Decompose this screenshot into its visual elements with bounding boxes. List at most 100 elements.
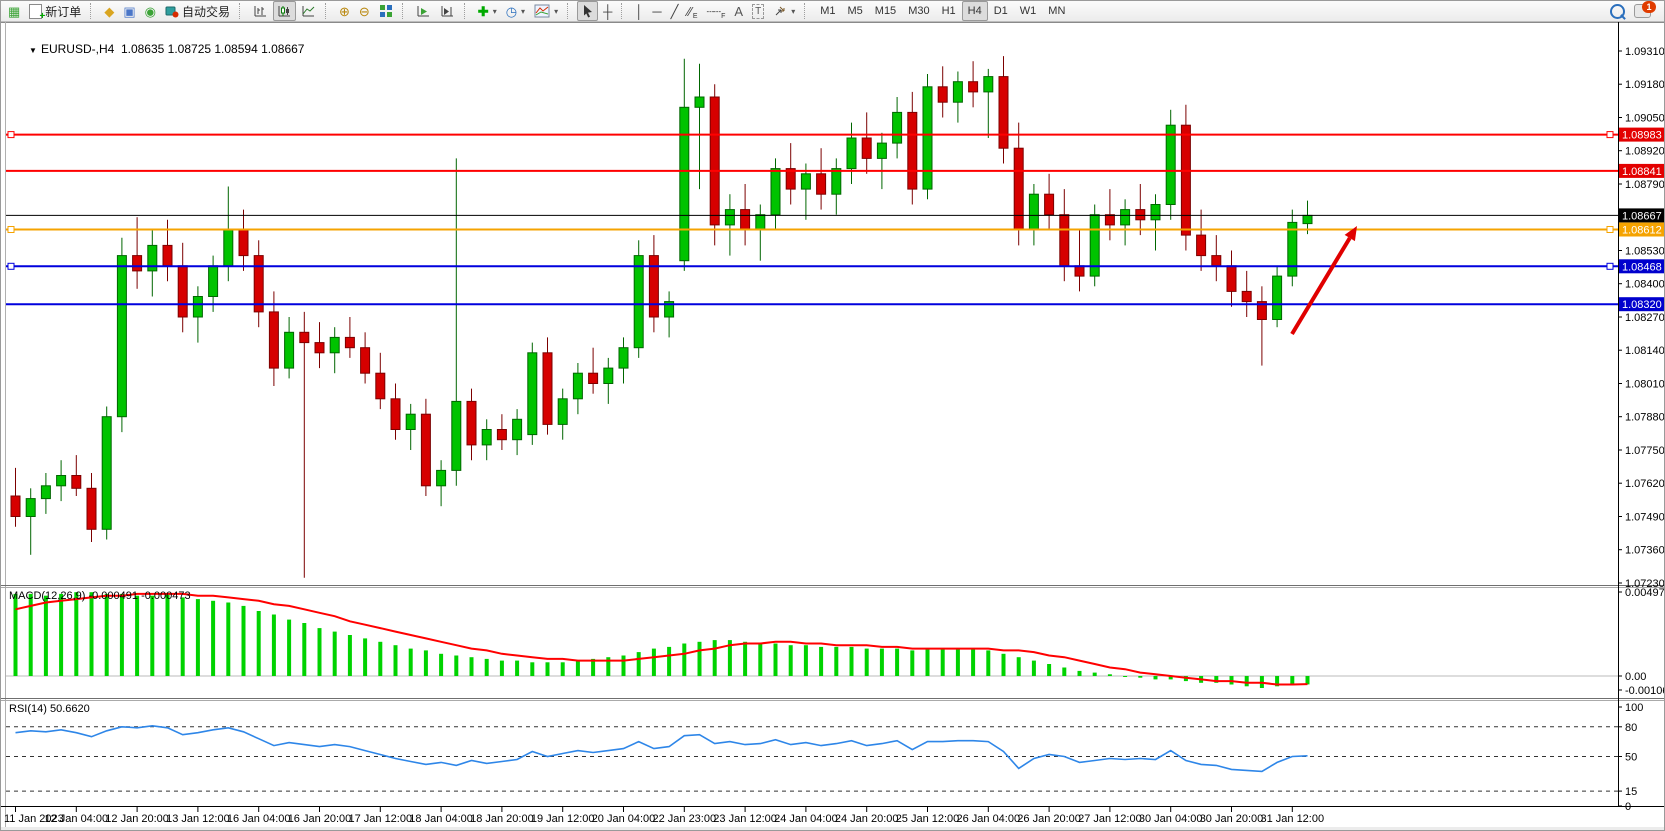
arrow-annotation[interactable]	[1290, 226, 1357, 336]
trendline-icon: ╱	[670, 3, 679, 19]
time-tick-label: 12 Jan 20:00	[105, 813, 169, 825]
hline-handle[interactable]	[1606, 131, 1614, 139]
templates-button[interactable]: ▾	[530, 1, 562, 21]
time-tick-label: 30 Jan 20:00	[1200, 813, 1264, 825]
vertical-line-tool-button[interactable]: │	[631, 1, 647, 21]
text-tool-button[interactable]: A	[730, 1, 747, 21]
toolbar-separator	[238, 3, 245, 19]
time-tick-label: 18 Jan 20:00	[470, 813, 534, 825]
price-badge	[1619, 208, 1664, 223]
tile-windows-button[interactable]	[375, 1, 397, 21]
signals-button[interactable]: ◉	[141, 1, 160, 21]
bar-chart-icon	[254, 6, 266, 17]
zoom-out-icon: ⊖	[358, 3, 370, 19]
macd-indicator-label: MACD(12,26,9) -0.000491 -0.000473	[9, 590, 191, 602]
tile-windows-icon	[379, 5, 392, 17]
dropdown-arrow-icon: ▾	[554, 6, 559, 16]
main-toolbar: ▦ 新订单 ◆ ▣ ◉ 自动交易 ⊕ ⊖ ✚▾ ◷▾ ▾ ┼ │ ─ ╱	[1, 1, 1664, 22]
periods-button[interactable]: ◷ ▾	[502, 1, 529, 21]
crosshair-tool-button[interactable]: ┼	[599, 1, 616, 21]
hline-handle[interactable]	[7, 262, 15, 270]
fibonacci-tool-button[interactable]: ┄┄ F	[702, 1, 729, 21]
arrows-tool-button[interactable]: ▾	[769, 1, 799, 21]
rsi-tick-label: 100	[1625, 702, 1643, 714]
macd-signal-line	[15, 592, 1308, 686]
navigator-button[interactable]: ▣	[119, 1, 139, 21]
line-chart-button[interactable]	[297, 1, 320, 21]
hline-handle[interactable]	[7, 131, 15, 139]
horizontal-line-tool-button[interactable]: ─	[648, 1, 665, 21]
zoom-in-icon: ⊕	[338, 3, 350, 19]
trendline-tool-button[interactable]: ╱	[667, 1, 683, 21]
zoom-out-button[interactable]: ⊖	[355, 1, 374, 21]
cursor-tool-button[interactable]	[577, 1, 599, 21]
toolbar-separator	[401, 3, 408, 19]
horizontal-lines[interactable]	[6, 131, 1618, 306]
new-order-button[interactable]: 新订单	[25, 1, 85, 22]
time-tick-label: 30 Jan 04:00	[1139, 813, 1203, 825]
chart-area[interactable]: 1.09310 1.09180 1.09050 1.08920 1.08790 1.086…	[1, 22, 1665, 831]
price-tick-label: 1.08790	[1625, 179, 1665, 191]
notifications-button[interactable]: 1	[1630, 1, 1656, 21]
timeframe-D1[interactable]: D1	[993, 5, 1008, 17]
chart-shift-icon	[441, 6, 453, 17]
price-badge-label: 1.08667	[1622, 210, 1662, 222]
text-label-tool-button[interactable]: T	[748, 1, 768, 21]
quotes-icon: ◆	[104, 3, 115, 19]
candlestick-chart-button[interactable]	[272, 1, 296, 21]
vertical-line-icon: │	[635, 3, 644, 19]
channel-icon: ⁄⁄	[687, 3, 692, 19]
zoom-in-button[interactable]: ⊕	[335, 1, 354, 21]
line-chart-icon	[302, 6, 315, 17]
autotrade-button[interactable]: 自动交易	[161, 1, 234, 21]
timeframe-H1[interactable]: H1	[941, 5, 956, 17]
hline-handle[interactable]	[1606, 262, 1614, 270]
price-badge-label: 1.08468	[1622, 261, 1662, 273]
text-icon: A	[734, 3, 744, 19]
channel-tool-button[interactable]: ⁄⁄ E	[683, 1, 701, 21]
indicators-button[interactable]: ✚ ▾	[474, 1, 501, 21]
rsi-tick-label: 0	[1625, 801, 1631, 813]
timeframe-M30[interactable]: M30	[908, 5, 930, 17]
price-tick-label: 1.07230	[1625, 578, 1665, 590]
chart-canvas[interactable]: 1.09310 1.09180 1.09050 1.08920 1.08790 1.086…	[1, 22, 1665, 831]
time-tick-label: 24 Jan 04:00	[774, 813, 838, 825]
rsi-tick-label: 15	[1625, 786, 1637, 798]
time-tick-label: 11 Jan 2023	[4, 813, 64, 825]
crosshair-icon: ┼	[603, 3, 613, 19]
chart-shift-button[interactable]	[436, 1, 459, 21]
horizontal-line-icon: ─	[652, 3, 662, 19]
notification-badge: 1	[1642, 1, 1656, 13]
timeframe-MN[interactable]: MN	[1048, 5, 1066, 17]
chart-collapse-icon[interactable]: ▼	[29, 46, 37, 55]
search-button[interactable]	[1606, 1, 1629, 21]
timeframe-W1[interactable]: W1	[1019, 5, 1037, 17]
price-badge	[1619, 297, 1664, 312]
chart-ohlc-values: 1.08635 1.08725 1.08594 1.08667	[120, 42, 305, 56]
new-chart-icon: ▦	[8, 3, 21, 19]
rsi-indicator-label: RSI(14) 50.6620	[9, 703, 90, 715]
bar-chart-button[interactable]	[249, 1, 272, 21]
market-watch-button[interactable]: ◆	[100, 1, 118, 21]
auto-scroll-button[interactable]	[412, 1, 435, 21]
macd-axis[interactable]: 0.004972 0.00 -0.001063	[1618, 587, 1665, 697]
pane-separators[interactable]	[1, 22, 1665, 831]
toolbar-separator	[90, 3, 96, 19]
price-badge-label: 1.08612	[1622, 225, 1662, 237]
price-axis[interactable]: 1.09310 1.09180 1.09050 1.08920 1.08790 1.086…	[1618, 22, 1665, 806]
hline-handle[interactable]	[7, 226, 15, 233]
timeframe-M5[interactable]: M5	[847, 5, 863, 17]
price-tick-label: 1.08400	[1625, 279, 1665, 291]
hline-handle[interactable]	[1606, 226, 1614, 233]
arrow-objects-icon	[775, 6, 785, 16]
add-indicator-icon: ✚	[477, 3, 489, 19]
rsi-tick-label: 50	[1625, 752, 1637, 764]
new-chart-button[interactable]: ▦	[4, 1, 24, 21]
candlestick-chart-icon	[278, 6, 290, 17]
toolbar-separator	[463, 3, 470, 19]
timeframe-M1[interactable]: M1	[820, 5, 836, 17]
timeframe-M15[interactable]: M15	[874, 5, 897, 17]
timeframe-H4[interactable]: H4	[961, 1, 988, 21]
rsi-axis[interactable]: 100 80 50 15 0	[1618, 702, 1643, 813]
